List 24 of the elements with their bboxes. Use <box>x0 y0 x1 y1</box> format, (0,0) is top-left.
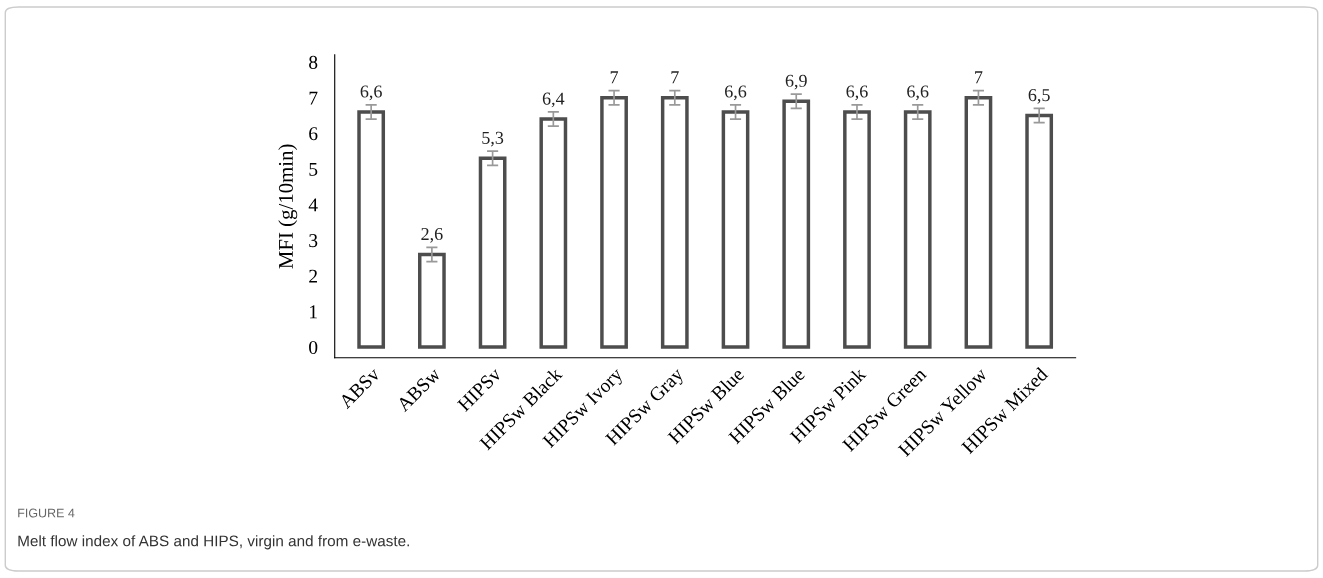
y-tick-label: 8 <box>309 55 318 69</box>
y-tick-label: 4 <box>308 198 318 212</box>
y-tick-label: 0 <box>309 340 318 355</box>
y-tick-label: 1 <box>310 305 317 319</box>
data-label: 7 <box>671 71 679 84</box>
data-label: 6,5 <box>1028 88 1050 104</box>
caption: FIGURE 4 <box>18 508 75 518</box>
data-label: 2,6 <box>421 227 443 243</box>
data-label: 7 <box>610 71 619 84</box>
y-tick-label: 3 <box>309 234 318 248</box>
y-tick-label: 5 <box>309 162 318 176</box>
data-label: 6,6 <box>360 85 382 101</box>
y-tick-label: 6 <box>309 127 318 141</box>
data-label: 6,6 <box>725 85 747 101</box>
data-label: 6,4 <box>542 92 565 108</box>
y-tick-label: 2 <box>309 269 317 283</box>
data-label: 6,6 <box>846 85 868 101</box>
data-label: 6,9 <box>785 74 807 90</box>
text: Melt flow index of ABS and HIPS, virgin and from e-waste. <box>18 535 409 550</box>
data-label: 6,6 <box>907 85 929 101</box>
y-tick-label: 7 <box>309 91 318 105</box>
data-label: 5,3 <box>482 131 504 147</box>
y-axis-title: MFI (g/10min) <box>278 144 298 269</box>
data-label: 7 <box>975 71 983 84</box>
